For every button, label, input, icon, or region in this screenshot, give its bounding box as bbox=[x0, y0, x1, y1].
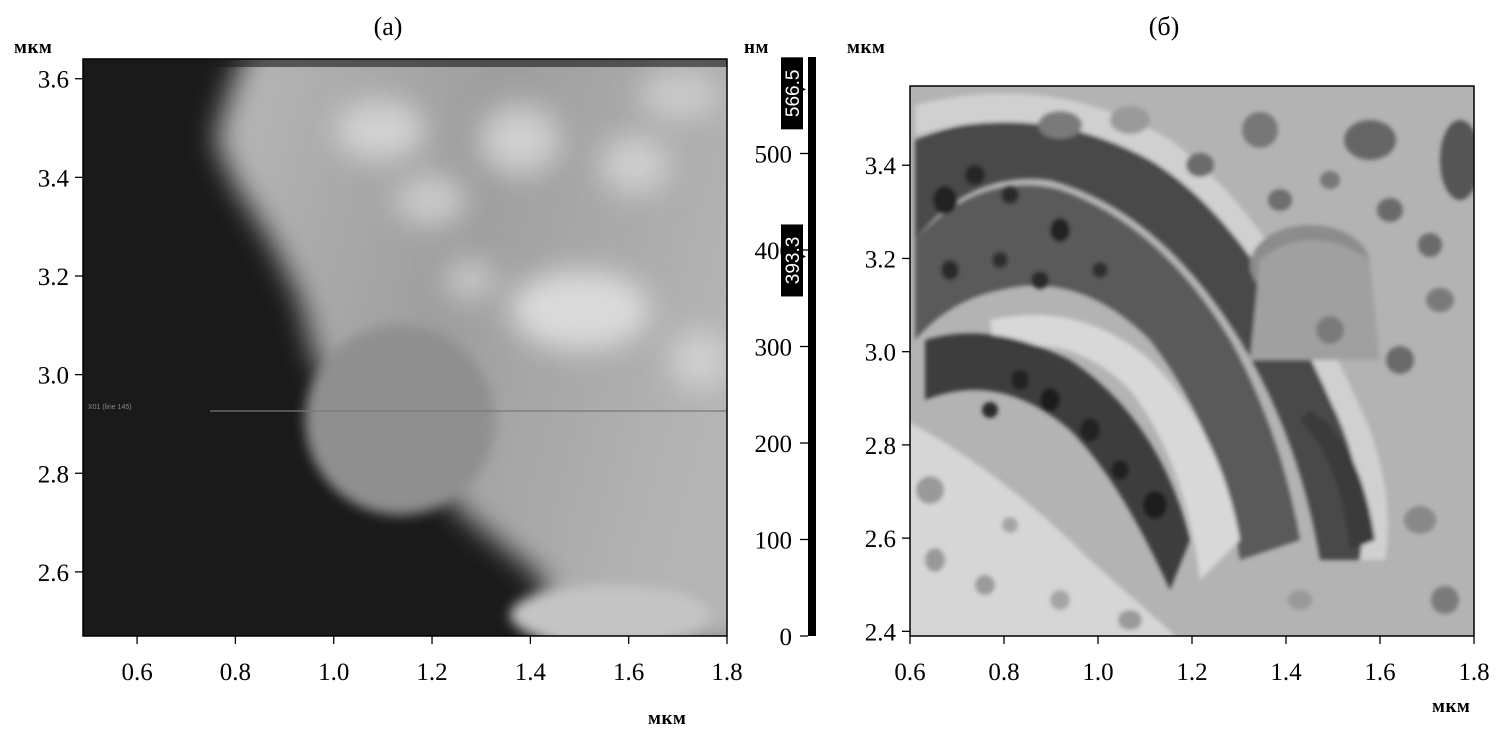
panel-b-x-tick-label: 0.6 bbox=[894, 659, 925, 686]
scale-tick-label: 500 bbox=[755, 142, 793, 169]
panel-a-image: X01 (line 145) bbox=[83, 59, 727, 636]
scan-line-label: X01 (line 145) bbox=[88, 404, 132, 411]
panel-a-x-tick-label: 1.8 bbox=[711, 659, 742, 686]
panel-b-x-tick-label: 1.4 bbox=[1270, 659, 1302, 686]
panel-a-x-tick-label: 1.0 bbox=[318, 659, 349, 686]
scale-marker-badge bbox=[781, 224, 803, 297]
panel-a-y-unit: мкм bbox=[14, 37, 52, 58]
scale-tick-label: 300 bbox=[755, 335, 793, 362]
panel-a-x-unit: мкм bbox=[648, 708, 686, 729]
height-scale-unit: нм bbox=[744, 37, 769, 58]
panel-a-x-tick-label: 1.4 bbox=[515, 659, 547, 686]
panel-a-y-tick-label: 2.6 bbox=[38, 560, 69, 587]
panel-b-x-tick-label: 1.0 bbox=[1082, 659, 1113, 686]
panel-a-x-tick-label: 0.6 bbox=[121, 659, 152, 686]
panel-b-x-tick-label: 1.8 bbox=[1458, 659, 1489, 686]
panel-a-x-tick-label: 1.6 bbox=[613, 659, 644, 686]
scale-marker-label: 393.3 bbox=[783, 237, 804, 285]
panel-b-title: (б) bbox=[1149, 12, 1180, 41]
panel-b-y-tick-label: 2.8 bbox=[865, 433, 896, 460]
panel-b-y-tick-label: 3.4 bbox=[865, 153, 897, 180]
panel-b-y-tick-label: 2.6 bbox=[865, 526, 896, 553]
scale-tick-label: 0 bbox=[780, 624, 793, 651]
scale-tick-label: 200 bbox=[755, 431, 793, 458]
panel-b-x-tick-label: 1.6 bbox=[1364, 659, 1395, 686]
scale-tick-label: 100 bbox=[755, 528, 793, 555]
panel-b-image bbox=[910, 86, 1474, 636]
panel-b-axes: 0.6 0.8 1.0 1.2 1.4 1.6 1.8 2.4 2.6 2.8 3.0 3.2 3.4 bbox=[865, 153, 1490, 686]
panel-a-axes: 0.6 0.8 1.0 1.2 1.4 1.6 1.8 2.6 2.8 3.0 3.2 3.4 3.6 bbox=[38, 67, 743, 686]
panel-a-y-tick-label: 3.2 bbox=[38, 264, 69, 291]
panel-a-y-tick-label: 3.6 bbox=[38, 67, 69, 94]
panel-b-x-tick-label: 1.2 bbox=[1176, 659, 1207, 686]
panel-a-y-tick-label: 2.8 bbox=[38, 461, 69, 488]
scale-marker-label: 566.5 bbox=[783, 70, 804, 118]
panel-b-y-tick-label: 2.4 bbox=[865, 619, 897, 646]
panel-b-x-unit: мкм bbox=[1432, 696, 1470, 717]
panel-a-x-tick-label: 1.2 bbox=[416, 659, 447, 686]
panel-b-x-tick-label: 0.8 bbox=[988, 659, 1019, 686]
panel-b-y-tick-label: 3.0 bbox=[865, 340, 896, 367]
panel-b-y-tick-label: 3.2 bbox=[865, 246, 896, 273]
panel-a-y-tick-label: 3.4 bbox=[38, 165, 70, 192]
panel-b-y-unit: мкм bbox=[847, 37, 885, 58]
scale-marker-badge bbox=[781, 57, 803, 130]
scale-bar-body bbox=[808, 57, 816, 636]
panel-a-y-tick-label: 3.0 bbox=[38, 363, 69, 390]
panel-a-x-tick-label: 0.8 bbox=[220, 659, 251, 686]
panel-a-title: (а) bbox=[374, 12, 403, 41]
